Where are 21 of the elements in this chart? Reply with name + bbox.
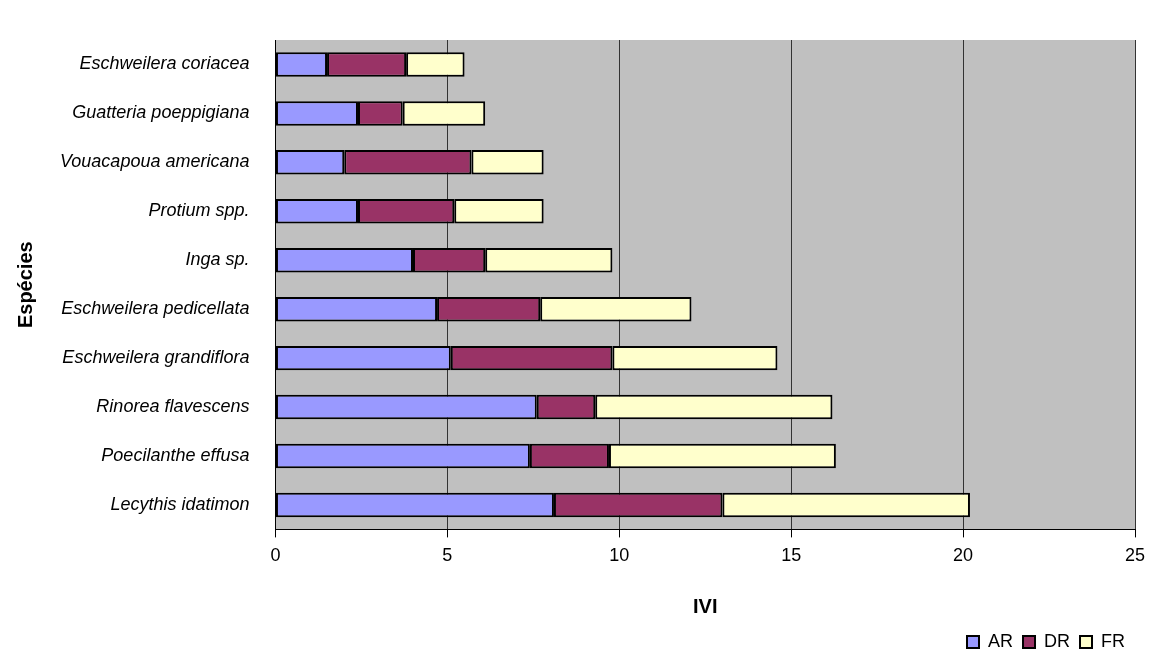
- y-tick-label: Eschweilera grandiflora: [62, 347, 250, 368]
- x-tick-label: 10: [609, 545, 630, 566]
- x-tick-label: 25: [1124, 545, 1146, 566]
- y-tick-label: Inga sp.: [185, 249, 250, 270]
- y-tick-label: Vouacapoua americana: [60, 151, 250, 172]
- y-tick-label: Lecythis idatimon: [110, 493, 250, 514]
- x-tick-label: 0: [270, 545, 281, 566]
- y-axis-title: Espécies: [13, 241, 36, 329]
- x-tick-label: 20: [953, 545, 974, 566]
- y-tick-label: Protium spp.: [148, 200, 250, 221]
- legend-label: DR: [1044, 630, 1071, 651]
- y-tick-label: Poecilanthe effusa: [101, 444, 250, 465]
- y-tick-label: Eschweilera coriacea: [79, 53, 250, 74]
- x-tick-label: 5: [442, 545, 453, 566]
- y-tick-label: Eschweilera pedicellata: [61, 298, 250, 319]
- y-tick-label: Rinorea flavescens: [96, 396, 250, 417]
- x-axis-title: IVI: [693, 594, 718, 617]
- legend-label: AR: [988, 630, 1014, 651]
- x-tick-label: 15: [781, 545, 802, 566]
- legend-label: FR: [1101, 630, 1126, 651]
- y-tick-label: Guatteria poeppigiana: [72, 102, 250, 123]
